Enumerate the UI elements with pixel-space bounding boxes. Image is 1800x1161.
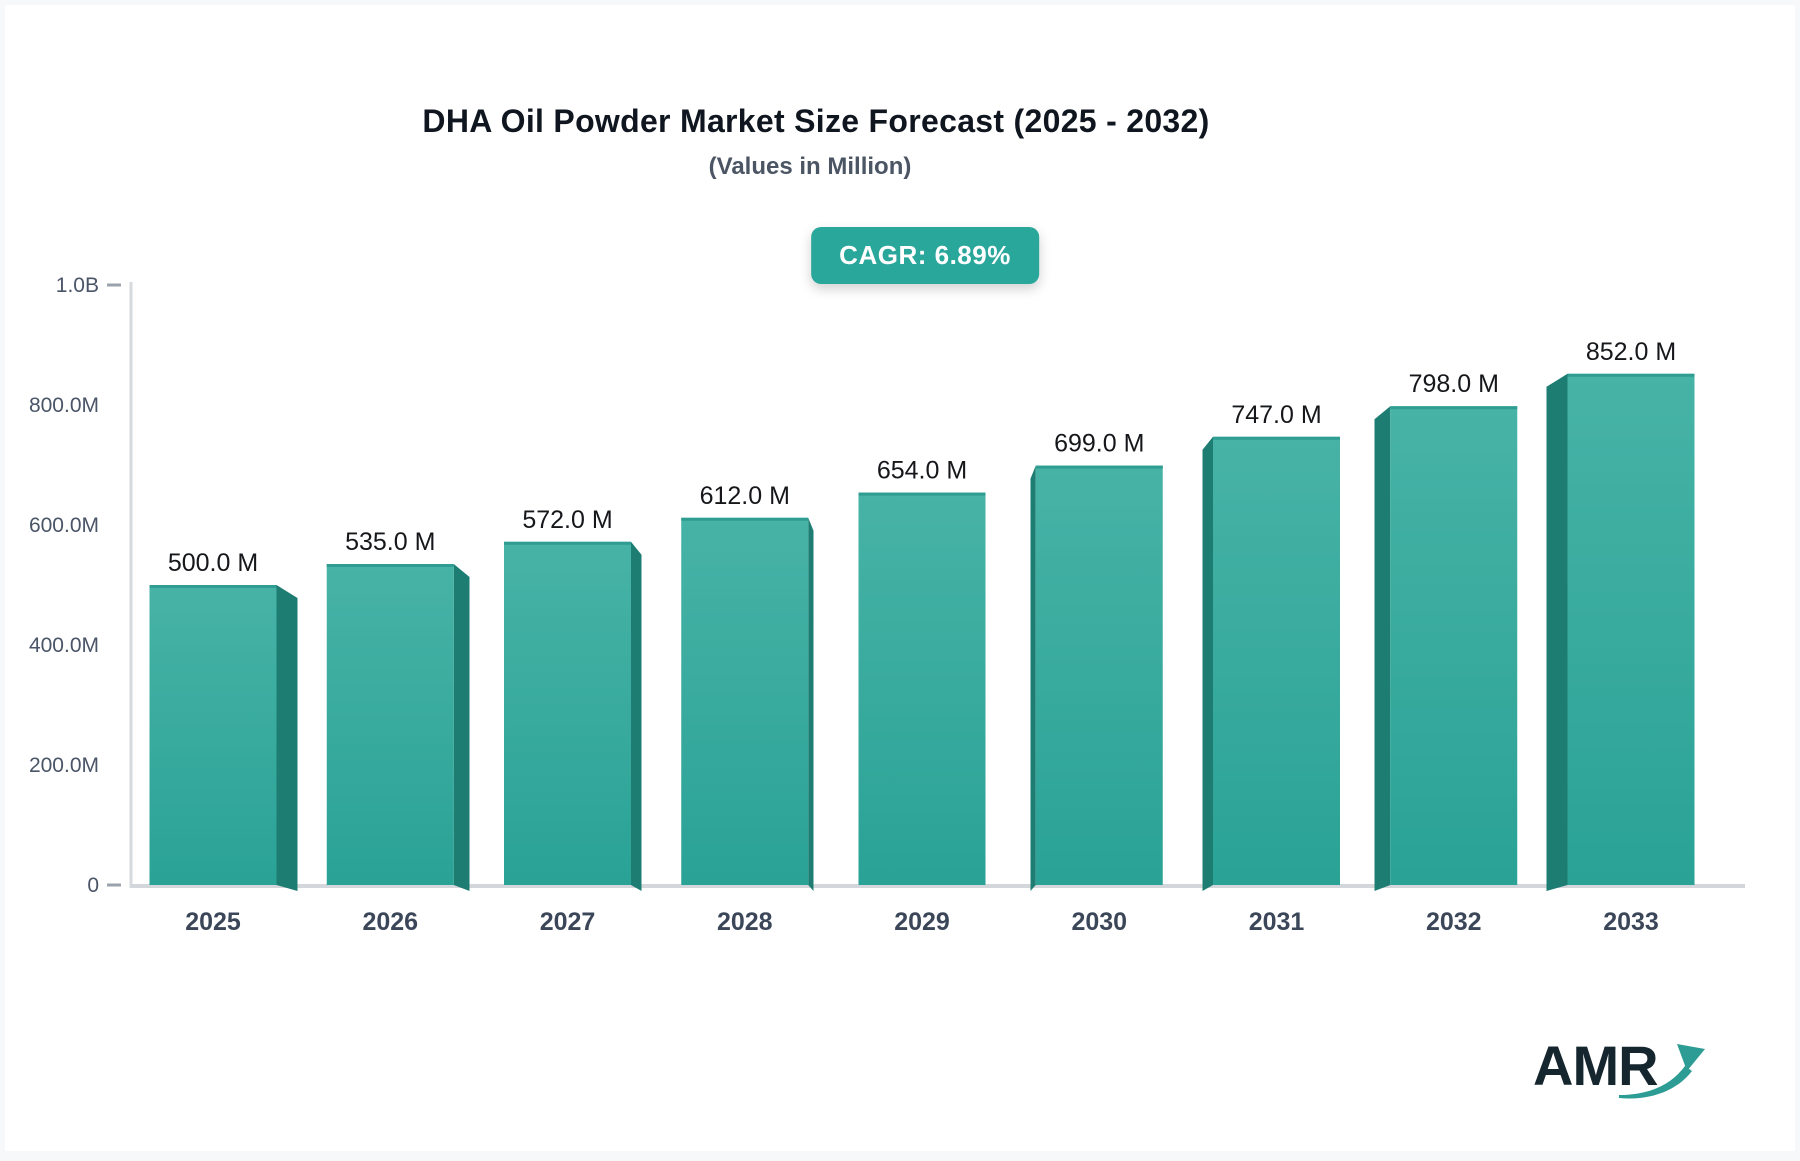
bar-2033: 852.0 M 2033 bbox=[1546, 338, 1695, 936]
bar-value-label: 654.0 M bbox=[877, 457, 967, 485]
x-axis-baseline bbox=[131, 884, 1745, 888]
bar-side-face bbox=[808, 517, 814, 891]
bar-front-face bbox=[858, 492, 986, 885]
bar-2029: 654.0 M 2029 bbox=[858, 457, 986, 936]
chart-title: DHA Oil Powder Market Size Forecast (202… bbox=[422, 103, 1210, 139]
x-axis-year-label: 2030 bbox=[1071, 908, 1127, 936]
amr-logo: AMR bbox=[1533, 1033, 1713, 1113]
market-size-bar-chart: 1.0B 800.0M 600.0M 400.0M 200.0M 0 500.0 M 2025… bbox=[29, 274, 1745, 936]
x-axis-year-label: 2033 bbox=[1603, 908, 1659, 936]
bar-2025: 500.0 M 2025 bbox=[149, 549, 298, 936]
x-axis-year-label: 2029 bbox=[894, 908, 950, 936]
growth-arrow-icon bbox=[1619, 1044, 1705, 1099]
chart-card: DHA Oil Powder Market Size Forecast (202… bbox=[5, 5, 1795, 1151]
bar-2032: 798.0 M 2032 bbox=[1374, 370, 1518, 936]
bar-front-face bbox=[1390, 406, 1518, 885]
bar-front-face bbox=[1213, 436, 1340, 885]
bar-2030: 699.0 M 2030 bbox=[1030, 430, 1163, 936]
y-tick-label: 800.0M bbox=[29, 394, 99, 417]
bar-side-face bbox=[1030, 465, 1036, 891]
bar-value-label: 798.0 M bbox=[1409, 370, 1499, 398]
bar-front-face bbox=[1567, 373, 1695, 885]
bar-side-face bbox=[276, 585, 298, 891]
bar-front-face bbox=[149, 585, 277, 885]
bar-front-face bbox=[504, 541, 631, 885]
x-axis-year-label: 2025 bbox=[185, 908, 241, 936]
bar-side-face bbox=[1202, 436, 1213, 891]
y-tick-label: 200.0M bbox=[29, 754, 99, 777]
x-axis-year-label: 2031 bbox=[1249, 908, 1305, 936]
chart-subtitle: (Values in Million) bbox=[708, 153, 912, 180]
bar-value-label: 699.0 M bbox=[1054, 430, 1144, 458]
amr-logo-text: AMR bbox=[1533, 1034, 1659, 1097]
y-tick-label: 600.0M bbox=[29, 514, 99, 537]
bar-front-face bbox=[681, 517, 809, 885]
y-tick-label: 400.0M bbox=[29, 634, 99, 657]
bar-side-face bbox=[1374, 406, 1391, 891]
bar-2028: 612.0 M 2028 bbox=[681, 482, 814, 936]
y-tick-label: 1.0B bbox=[56, 274, 99, 297]
bar-value-label: 612.0 M bbox=[700, 482, 790, 510]
bar-value-label: 500.0 M bbox=[168, 549, 258, 577]
bar-front-face bbox=[1035, 465, 1163, 885]
bar-front-face bbox=[326, 564, 454, 885]
bar-side-face bbox=[1546, 373, 1568, 891]
bar-2026: 535.0 M 2026 bbox=[326, 528, 470, 936]
cagr-badge: CAGR: 6.89% bbox=[811, 227, 1039, 284]
bar-value-label: 535.0 M bbox=[345, 528, 435, 556]
x-axis-year-label: 2026 bbox=[362, 908, 418, 936]
bar-2031: 747.0 M 2031 bbox=[1202, 401, 1340, 936]
bar-2027: 572.0 M 2027 bbox=[504, 506, 642, 936]
bar-value-label: 747.0 M bbox=[1231, 401, 1321, 429]
x-axis-year-label: 2032 bbox=[1426, 908, 1482, 936]
bar-value-label: 852.0 M bbox=[1586, 338, 1676, 366]
y-tick-label: 0 bbox=[87, 874, 99, 897]
x-axis-year-label: 2028 bbox=[717, 908, 773, 936]
bar-side-face bbox=[631, 541, 642, 891]
bar-side-face bbox=[453, 564, 470, 891]
x-axis-year-label: 2027 bbox=[540, 908, 596, 936]
bar-value-label: 572.0 M bbox=[522, 506, 612, 534]
